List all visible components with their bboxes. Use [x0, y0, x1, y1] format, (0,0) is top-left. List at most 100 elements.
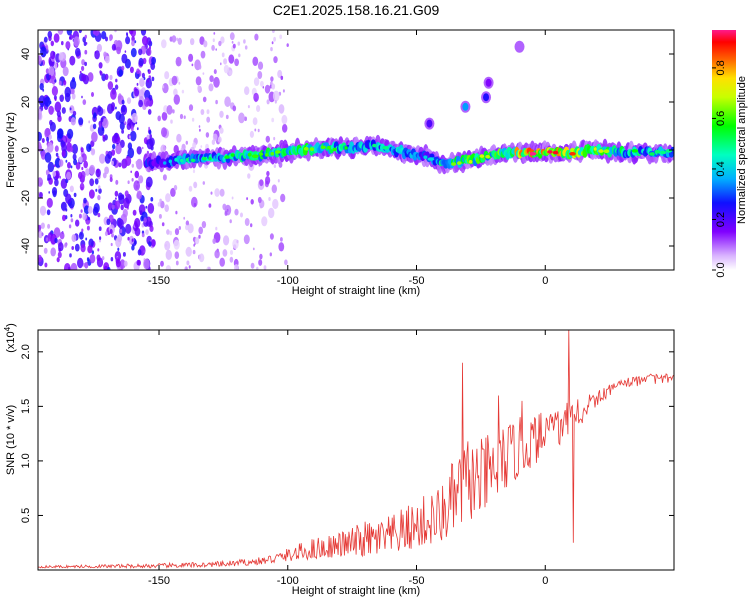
noise-speckle [114, 84, 119, 90]
noise-speckle [61, 150, 66, 157]
noise-speckle [89, 254, 96, 264]
noise-speckle [175, 210, 178, 215]
noise-speckle [118, 113, 125, 124]
noise-speckle [144, 89, 151, 100]
noise-speckle [220, 36, 225, 44]
noise-speckle [102, 172, 107, 179]
noise-speckle [58, 80, 62, 86]
noise-speckle [253, 77, 260, 86]
noise-speckle [39, 192, 43, 199]
noise-speckle [101, 31, 107, 40]
noise-speckle [107, 266, 111, 270]
noise-speckle [226, 208, 229, 212]
noise-speckle [111, 160, 114, 166]
noise-speckle [272, 198, 279, 210]
noise-speckle [252, 56, 259, 66]
noise-speckle [143, 97, 150, 107]
noise-speckle [70, 262, 78, 270]
y-tick-label: 1.0 [20, 453, 32, 468]
noise-speckle [87, 206, 93, 214]
noise-speckle [136, 82, 139, 86]
noise-speckle [170, 119, 173, 124]
noise-speckle [121, 129, 124, 134]
noise-speckle [150, 197, 154, 202]
noise-speckle [214, 188, 220, 197]
noise-speckle [59, 231, 65, 240]
ridge-peak [251, 154, 259, 158]
noise-speckle [54, 237, 58, 244]
noise-speckle [81, 65, 85, 72]
ridge-peak [552, 150, 559, 155]
noise-speckle [104, 231, 108, 237]
noise-speckle [99, 124, 102, 128]
noise-speckle [146, 134, 150, 140]
colorbar-tick-label: 0.0 [715, 262, 727, 277]
noise-speckle [89, 164, 96, 175]
noise-speckle [146, 48, 152, 56]
noise-speckle [112, 143, 116, 150]
noise-speckle [98, 226, 102, 231]
noise-speckle [66, 30, 73, 36]
noise-speckle [118, 69, 123, 77]
noise-speckle [38, 177, 43, 187]
noise-speckle [188, 265, 191, 269]
noise-speckle [74, 243, 80, 252]
noise-speckle [96, 254, 101, 262]
noise-speckle [59, 175, 61, 179]
colorbar: 0.0 0.2 0.4 0.6 0.8 Normalized spectral ampl… [712, 30, 748, 278]
noise-speckle [111, 204, 115, 210]
noise-speckle [282, 123, 288, 133]
noise-speckle [257, 196, 262, 204]
noise-speckle [205, 132, 210, 138]
noise-speckle [101, 73, 107, 82]
noise-speckle [279, 34, 283, 40]
noise-speckle [87, 245, 93, 254]
ridge-peak [631, 149, 639, 153]
noise-speckle [125, 156, 132, 166]
noise-speckle [187, 223, 194, 234]
noise-speckle [258, 259, 263, 266]
noise-speckle [93, 203, 100, 213]
noise-speckle [62, 214, 66, 222]
noise-speckle [125, 223, 132, 234]
noise-speckle [134, 88, 140, 97]
noise-speckle [212, 133, 218, 142]
noise-speckle [281, 114, 288, 125]
noise-speckle [162, 174, 167, 181]
ridge-peak [258, 152, 264, 156]
noise-speckle [131, 178, 134, 182]
noise-speckle [52, 170, 57, 177]
noise-speckle [200, 109, 205, 115]
noise-speckle [213, 32, 216, 35]
noise-speckle [91, 250, 95, 255]
noise-speckle [110, 257, 114, 262]
ridge-peak [382, 146, 389, 150]
noise-speckle [114, 190, 119, 197]
spectrogram-y-label: Frequency (Hz) [5, 112, 17, 188]
noise-speckle [151, 56, 157, 65]
noise-speckle [183, 115, 186, 119]
noise-speckle [244, 45, 248, 50]
noise-speckle [54, 178, 59, 187]
noise-speckle [100, 117, 104, 123]
ridge-peak [190, 158, 196, 163]
noise-speckle [237, 41, 241, 46]
noise-speckle [61, 41, 64, 46]
snr-series-line [38, 330, 674, 569]
noise-speckle [81, 228, 84, 233]
y-tick-label: 0.5 [20, 508, 32, 523]
noise-speckle [70, 218, 74, 223]
ridge-peak [309, 147, 315, 151]
noise-speckle [46, 136, 50, 142]
noise-speckle [198, 125, 201, 128]
noise-speckle [278, 242, 285, 252]
noise-speckle [219, 127, 224, 134]
noise-speckle [59, 94, 64, 103]
noise-speckle [270, 76, 274, 82]
noise-speckle [71, 234, 77, 243]
noise-speckle [247, 173, 251, 179]
noise-speckle [128, 235, 135, 245]
noise-speckle [120, 204, 124, 211]
ridge-peak [303, 147, 309, 151]
noise-speckle [124, 121, 127, 126]
